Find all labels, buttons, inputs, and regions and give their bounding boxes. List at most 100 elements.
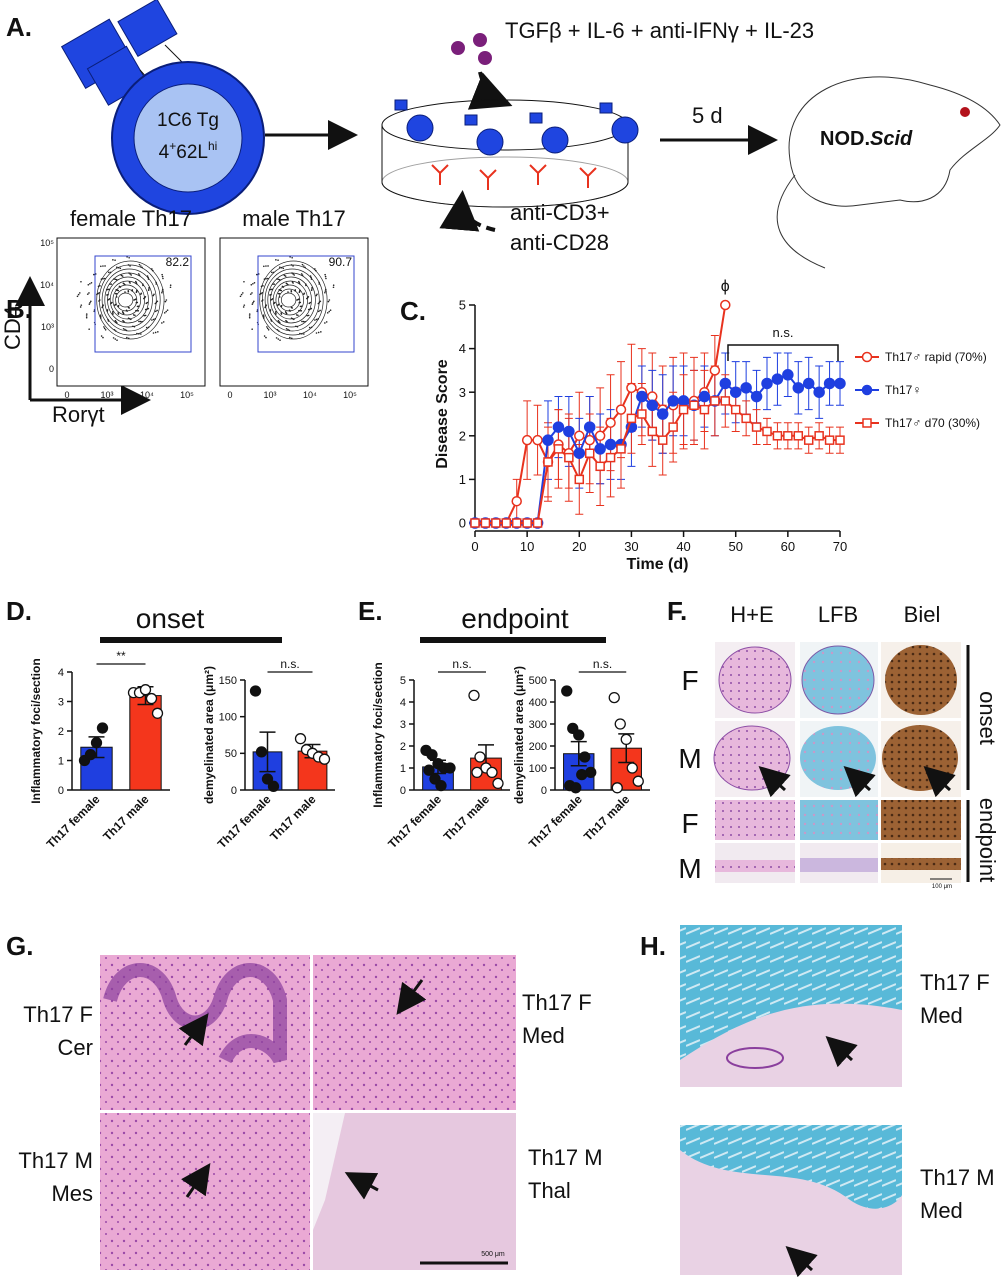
cell-label: 1C6 Tg (157, 110, 219, 131)
point (605, 452, 616, 463)
arrow (181, 1163, 211, 1198)
antibody (479, 169, 497, 190)
contour (101, 268, 157, 332)
point (604, 438, 617, 451)
event-dot (128, 307, 130, 309)
panel-label: A. (6, 12, 32, 42)
cell (541, 126, 569, 154)
event-dot (332, 284, 335, 287)
event-dot (85, 316, 88, 319)
data-point (576, 768, 588, 781)
image-label: Med (920, 1003, 963, 1028)
event-dot (297, 298, 300, 300)
event-dot (116, 339, 118, 341)
x-tick-label: Th17 male (267, 792, 319, 844)
event-dot (316, 293, 318, 296)
point (522, 518, 532, 528)
event-dot (89, 282, 91, 285)
event-dot (279, 339, 281, 341)
scale-label: 100 μm (932, 884, 952, 890)
event-dot (156, 309, 158, 312)
event-dot (277, 292, 280, 295)
point (729, 386, 742, 398)
event-dot (283, 274, 286, 277)
point (689, 400, 699, 411)
legend-label: Th17♂ d70 (30%) (885, 416, 980, 430)
image (718, 646, 792, 714)
event-dot (117, 313, 120, 315)
point (803, 435, 814, 445)
event-dot (169, 286, 172, 289)
point (668, 422, 678, 432)
image-detail (726, 1047, 784, 1069)
x-tick-label: 10⁴ (140, 390, 154, 400)
y-axis-label: Inflammatory foci/section (371, 662, 385, 807)
event-dot (291, 307, 293, 309)
event-dot (263, 265, 265, 268)
row-label: M (678, 853, 701, 884)
cell (406, 114, 434, 142)
dashed-arrow (439, 190, 496, 232)
y-tick-label: 200 (529, 741, 547, 753)
event-dot (116, 266, 118, 268)
contour (99, 264, 161, 336)
y-axis-label: Disease Score (434, 359, 451, 469)
event-dot (324, 275, 327, 278)
event-dot (90, 282, 93, 284)
receptor (529, 112, 543, 124)
x-tick-label: 10 (520, 539, 534, 554)
y-tick-label: 2 (400, 741, 406, 753)
point (626, 413, 637, 424)
event-dot (123, 320, 125, 323)
point (771, 373, 784, 385)
event-dot (311, 288, 313, 290)
panel-g: G. 500 μm Th17 F Cer Th17 F Med Th17 M M… (6, 931, 603, 1270)
event-dot (85, 315, 88, 317)
error-bar (570, 740, 587, 767)
axis-label: Rorγt (52, 402, 105, 427)
event-dot (251, 292, 253, 294)
legend-marker (861, 384, 873, 396)
point (678, 404, 689, 415)
contour (96, 260, 165, 340)
legend-label: Th17♂ rapid (70%) (885, 350, 987, 364)
event-dot (102, 265, 104, 267)
event-dot (332, 286, 335, 289)
point (783, 431, 793, 441)
text: Scid (870, 128, 913, 150)
event-dot (301, 263, 304, 266)
gate (257, 255, 355, 353)
arrows (785, 1035, 858, 1278)
event-dot (114, 292, 117, 295)
event-dot (302, 320, 305, 323)
x-tick-label: 20 (572, 539, 586, 554)
panel-label: E. (358, 596, 383, 626)
point (762, 426, 772, 437)
event-dot (248, 316, 251, 319)
contour (278, 288, 301, 312)
event-dot (119, 267, 122, 270)
contour (109, 280, 145, 320)
y-tick-label: 0 (58, 785, 64, 797)
point (594, 430, 606, 442)
event-dot (319, 309, 321, 312)
y-tick-label: 3 (400, 719, 406, 731)
event-dot (77, 293, 80, 296)
event-dot (307, 314, 310, 317)
event-dot (106, 294, 108, 296)
annotation: n.s. (593, 657, 612, 671)
event-dot (303, 265, 305, 267)
column-label: Biel (904, 602, 941, 627)
panel-label: G. (6, 931, 33, 961)
event-dot (88, 292, 90, 294)
point (772, 431, 783, 441)
gate (94, 255, 192, 353)
event-dot (157, 331, 159, 333)
point (553, 444, 564, 454)
point (605, 417, 616, 428)
event-dot (306, 314, 309, 317)
event-dot (161, 290, 164, 292)
event-dot (144, 314, 147, 317)
event-dot (266, 327, 269, 330)
x-tick-label: 70 (833, 539, 847, 554)
